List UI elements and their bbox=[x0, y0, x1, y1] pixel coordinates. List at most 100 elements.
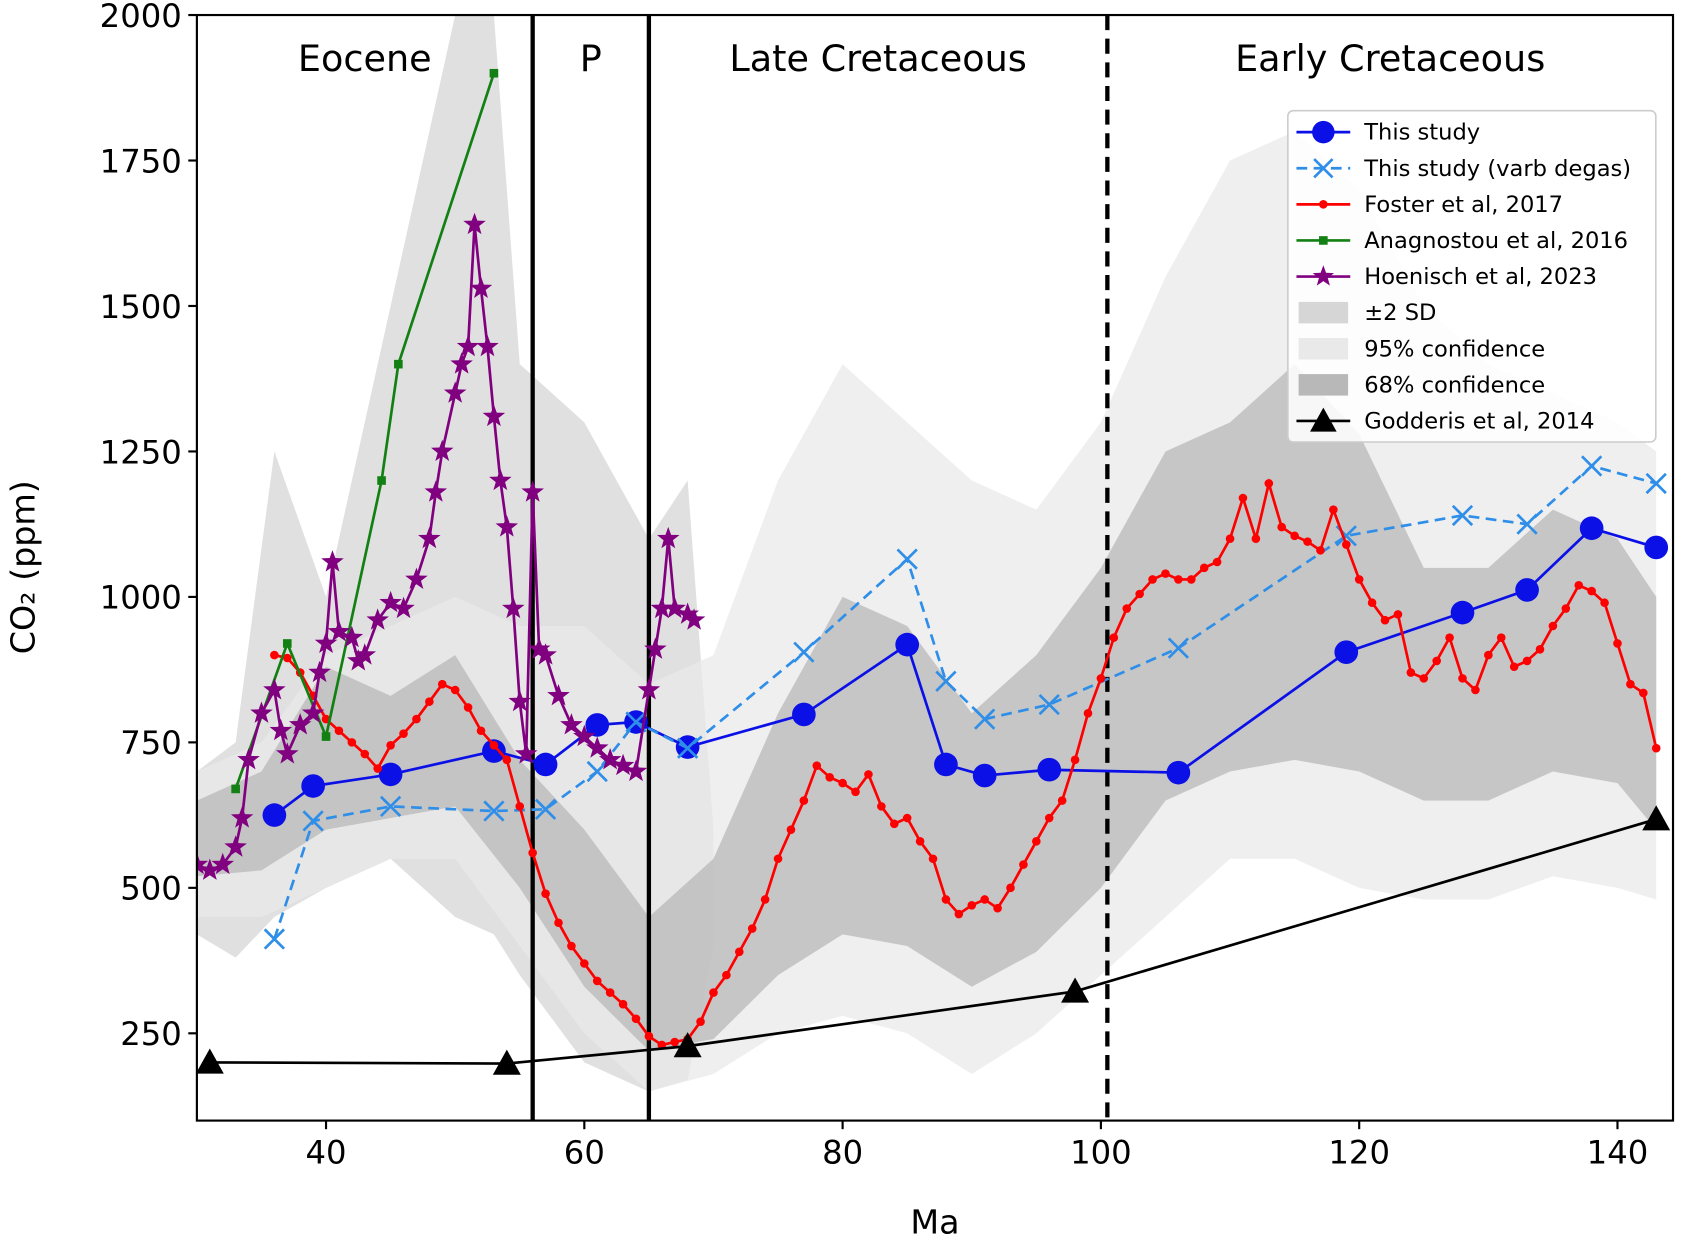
marker bbox=[489, 740, 499, 750]
marker bbox=[793, 641, 815, 663]
marker bbox=[1515, 578, 1539, 602]
marker bbox=[673, 1032, 702, 1058]
marker bbox=[586, 760, 608, 783]
marker bbox=[895, 632, 920, 657]
x-tick-label: 80 bbox=[822, 1134, 863, 1172]
marker bbox=[1135, 589, 1144, 599]
marker bbox=[314, 631, 338, 654]
marker bbox=[1642, 805, 1671, 831]
marker bbox=[1600, 598, 1609, 608]
marker bbox=[1264, 479, 1274, 488]
marker bbox=[262, 803, 287, 827]
marker bbox=[353, 643, 377, 665]
marker bbox=[915, 836, 925, 846]
marker bbox=[469, 276, 493, 299]
marker bbox=[424, 480, 448, 502]
marker bbox=[412, 714, 421, 724]
marker bbox=[360, 749, 370, 759]
marker bbox=[1587, 586, 1596, 596]
x-tick-label: 120 bbox=[1328, 1134, 1390, 1172]
marker bbox=[935, 670, 957, 692]
marker bbox=[1174, 575, 1183, 584]
marker bbox=[1509, 662, 1519, 672]
marker bbox=[528, 848, 537, 858]
marker bbox=[392, 596, 415, 619]
marker bbox=[1548, 621, 1558, 631]
legend-label: Foster et al, 2017 bbox=[1364, 192, 1563, 218]
marker bbox=[379, 590, 402, 613]
marker bbox=[644, 1031, 654, 1041]
marker bbox=[482, 404, 506, 427]
marker bbox=[347, 649, 370, 671]
marker bbox=[1496, 633, 1506, 642]
marker bbox=[1458, 674, 1467, 683]
marker bbox=[463, 703, 473, 712]
marker bbox=[373, 764, 382, 773]
marker bbox=[456, 334, 480, 357]
marker bbox=[682, 608, 706, 630]
marker bbox=[533, 752, 558, 777]
marker bbox=[378, 762, 403, 787]
marker bbox=[476, 334, 499, 357]
marker bbox=[1122, 604, 1132, 613]
marker bbox=[308, 660, 331, 683]
marker bbox=[974, 708, 996, 730]
marker bbox=[196, 1048, 224, 1074]
x-tick-label: 40 bbox=[305, 1134, 346, 1172]
marker bbox=[276, 742, 299, 764]
marker bbox=[1238, 493, 1248, 503]
marker bbox=[812, 761, 822, 770]
marker bbox=[492, 1049, 521, 1075]
marker bbox=[1471, 685, 1480, 695]
marker bbox=[1419, 674, 1429, 683]
marker bbox=[1109, 633, 1119, 642]
marker bbox=[1432, 656, 1441, 666]
marker bbox=[637, 678, 661, 700]
marker bbox=[1277, 522, 1287, 532]
marker bbox=[650, 596, 674, 619]
marker bbox=[934, 752, 958, 777]
marker bbox=[605, 988, 615, 997]
marker bbox=[425, 697, 434, 706]
marker bbox=[1038, 693, 1060, 716]
legend-label: 68% confidence bbox=[1364, 372, 1545, 398]
marker bbox=[799, 796, 809, 805]
marker bbox=[1070, 755, 1080, 765]
marker bbox=[340, 625, 364, 648]
marker bbox=[1341, 540, 1351, 549]
marker bbox=[1393, 610, 1403, 619]
marker bbox=[515, 802, 525, 811]
x-tick-label: 140 bbox=[1587, 1134, 1649, 1172]
marker bbox=[786, 825, 796, 834]
marker bbox=[1316, 546, 1325, 555]
marker bbox=[270, 650, 279, 660]
marker bbox=[624, 759, 648, 782]
marker bbox=[567, 941, 576, 951]
marker bbox=[534, 643, 557, 665]
marker bbox=[1319, 236, 1328, 245]
marker bbox=[677, 737, 699, 759]
marker bbox=[1225, 534, 1235, 544]
marker bbox=[483, 800, 505, 822]
series-line bbox=[234, 72, 496, 790]
marker bbox=[1380, 615, 1390, 625]
marker bbox=[1613, 639, 1622, 648]
marker bbox=[321, 550, 344, 572]
marker bbox=[1006, 883, 1015, 893]
marker bbox=[534, 798, 557, 820]
marker bbox=[547, 683, 570, 706]
marker bbox=[196, 852, 209, 875]
marker bbox=[230, 806, 254, 828]
marker bbox=[263, 678, 286, 700]
marker bbox=[670, 1037, 680, 1047]
marker bbox=[224, 835, 247, 857]
marker bbox=[1148, 575, 1157, 584]
marker bbox=[993, 903, 1002, 913]
y-tick-label: 1250 bbox=[100, 433, 182, 471]
marker bbox=[585, 713, 610, 737]
marker bbox=[954, 909, 964, 919]
marker bbox=[825, 772, 835, 782]
marker bbox=[1445, 633, 1454, 642]
marker bbox=[1199, 563, 1209, 573]
legend-label: Godderis et al, 2014 bbox=[1364, 408, 1594, 434]
